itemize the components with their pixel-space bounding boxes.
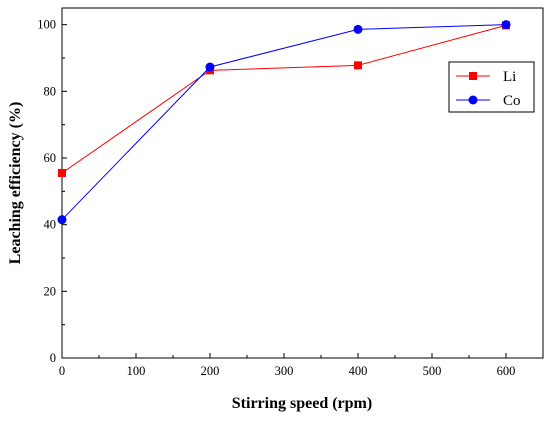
x-tick-label: 500 [423, 364, 442, 378]
data-point-li [58, 169, 66, 177]
y-tick-label: 0 [50, 351, 56, 365]
series-layer [57, 20, 511, 225]
data-point-co [57, 215, 67, 225]
y-axis-label: Leaching efficiency (%) [7, 102, 24, 265]
data-point-co [205, 62, 215, 72]
legend-item-co: Co [456, 93, 521, 109]
axis-ticks: 0 100 200 300 400 500 600 0 20 40 60 80 100 [37, 18, 515, 378]
legend: Li Co [448, 61, 535, 113]
x-tick-label: 200 [201, 364, 220, 378]
y-tick-label: 60 [44, 151, 57, 165]
legend-label: Li [503, 69, 516, 85]
x-tick-label: 300 [275, 364, 294, 378]
x-tick-label: 0 [59, 364, 65, 378]
y-tick-label: 20 [44, 284, 57, 298]
legend-label: Co [503, 93, 521, 109]
legend-marker [469, 72, 477, 80]
y-tick-label: 40 [44, 218, 57, 232]
legend-marker [468, 95, 478, 105]
data-point-li [354, 61, 362, 70]
data-point-co [501, 20, 511, 30]
y-tick-label: 100 [37, 18, 56, 32]
legend-box [448, 61, 535, 113]
legend-items: Li Co [456, 69, 521, 109]
series-co [57, 20, 511, 225]
x-axis-label: Stirring speed (rpm) [232, 395, 372, 412]
data-point-co [353, 24, 363, 34]
series-line-li [61, 24, 507, 174]
x-tick-label: 400 [349, 364, 368, 378]
series-line-co [61, 24, 507, 221]
y-tick-label: 80 [44, 84, 57, 98]
x-tick-label: 100 [127, 364, 146, 378]
x-tick-label: 600 [497, 364, 516, 378]
plot-frame [61, 7, 544, 359]
legend-item-li: Li [456, 69, 516, 85]
